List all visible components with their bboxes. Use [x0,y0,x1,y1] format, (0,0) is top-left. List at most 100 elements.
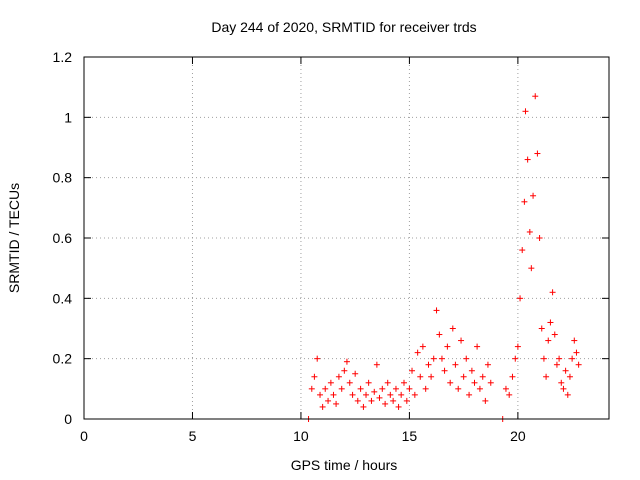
data-point [365,379,372,386]
data-point [417,373,424,380]
data-point [534,150,541,157]
data-point [317,391,324,398]
data-point [522,108,529,115]
x-tick-label: 0 [80,428,88,444]
data-point [455,385,462,392]
data-point [314,355,321,362]
data-point [371,388,378,395]
data-point [551,331,558,338]
data-point [514,343,521,350]
data-point [547,319,554,326]
axis-ticks: 0 5 10 15 20 0 0.2 0.4 0.6 0.8 1 1.2 [53,49,609,444]
x-axis-label: GPS time / hours [291,457,398,473]
data-point [403,397,410,404]
data-point [484,361,491,368]
x-tick-label: 10 [293,428,309,444]
y-tick-label: 0.8 [53,170,73,186]
data-point [387,391,394,398]
data-point [354,397,361,404]
data-point [422,385,429,392]
data-point [409,367,416,374]
data-point [449,325,456,332]
y-tick-label: 0.2 [53,351,73,367]
data-point [343,358,350,365]
data-point [543,373,550,380]
data-point [360,403,367,410]
y-tick-label: 0.4 [53,290,73,306]
data-point [526,228,533,235]
data-point [512,355,519,362]
x-tick-label: 5 [189,428,197,444]
data-point [564,391,571,398]
data-point [482,397,489,404]
data-point [376,394,383,401]
data-point [357,385,364,392]
data-point [447,379,454,386]
data-point [452,361,459,368]
data-point [395,403,402,410]
data-point [517,295,524,302]
data-point [463,355,470,362]
data-point [384,379,391,386]
data-point [528,265,535,272]
data-point [406,385,413,392]
y-tick-label: 0.6 [53,230,73,246]
data-point [558,379,565,386]
data-point [571,337,578,344]
data-point [466,391,473,398]
data-point [540,355,547,362]
data-point [419,343,426,350]
data-point [425,361,432,368]
data-point [532,93,539,100]
data-point [327,379,334,386]
data-point [569,355,576,362]
data-point [560,385,567,392]
data-point [545,337,552,344]
data-point [566,373,573,380]
data-point [506,391,513,398]
data-point [573,349,580,356]
data-point [400,379,407,386]
data-point [562,367,569,374]
data-point [553,361,560,368]
data-point [436,331,443,338]
data-point [368,397,375,404]
data-point [352,370,359,377]
data-point [502,385,509,392]
data-point [349,391,356,398]
data-point [330,391,337,398]
data-point [428,373,435,380]
data-point [333,400,340,407]
x-tick-label: 20 [510,428,526,444]
data-point [335,373,342,380]
data-point [530,192,537,199]
data-point [382,400,389,407]
data-point [379,385,386,392]
data-points [305,93,582,422]
data-point [476,385,483,392]
data-point [524,156,531,163]
y-tick-label: 1.2 [53,49,73,65]
chart-title: Day 244 of 2020, SRMTID for receiver trd… [211,19,476,35]
data-point [411,391,418,398]
data-point [414,349,421,356]
data-point [468,367,475,374]
data-point [311,373,318,380]
data-point [538,325,545,332]
data-point [444,343,451,350]
data-point [341,367,348,374]
y-axis-label: SRMTID / TECUs [6,183,22,293]
data-point [363,391,370,398]
data-point [392,385,399,392]
data-point [487,379,494,386]
data-point [479,373,486,380]
plot-frame [83,56,610,420]
data-point [338,385,345,392]
data-point [575,361,582,368]
data-point [458,337,465,344]
data-point [521,198,528,205]
y-tick-label: 1 [64,109,72,125]
data-point [308,385,315,392]
data-point [519,247,526,254]
